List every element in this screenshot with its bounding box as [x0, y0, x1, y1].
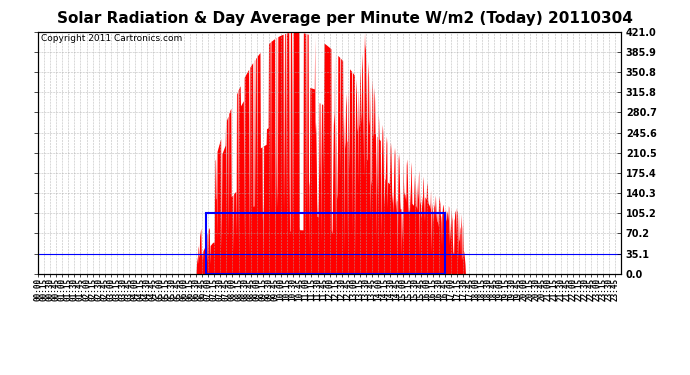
Bar: [206, 213, 445, 274]
Text: Solar Radiation & Day Average per Minute W/m2 (Today) 20110304: Solar Radiation & Day Average per Minute…: [57, 11, 633, 26]
Text: Copyright 2011 Cartronics.com: Copyright 2011 Cartronics.com: [41, 34, 182, 43]
